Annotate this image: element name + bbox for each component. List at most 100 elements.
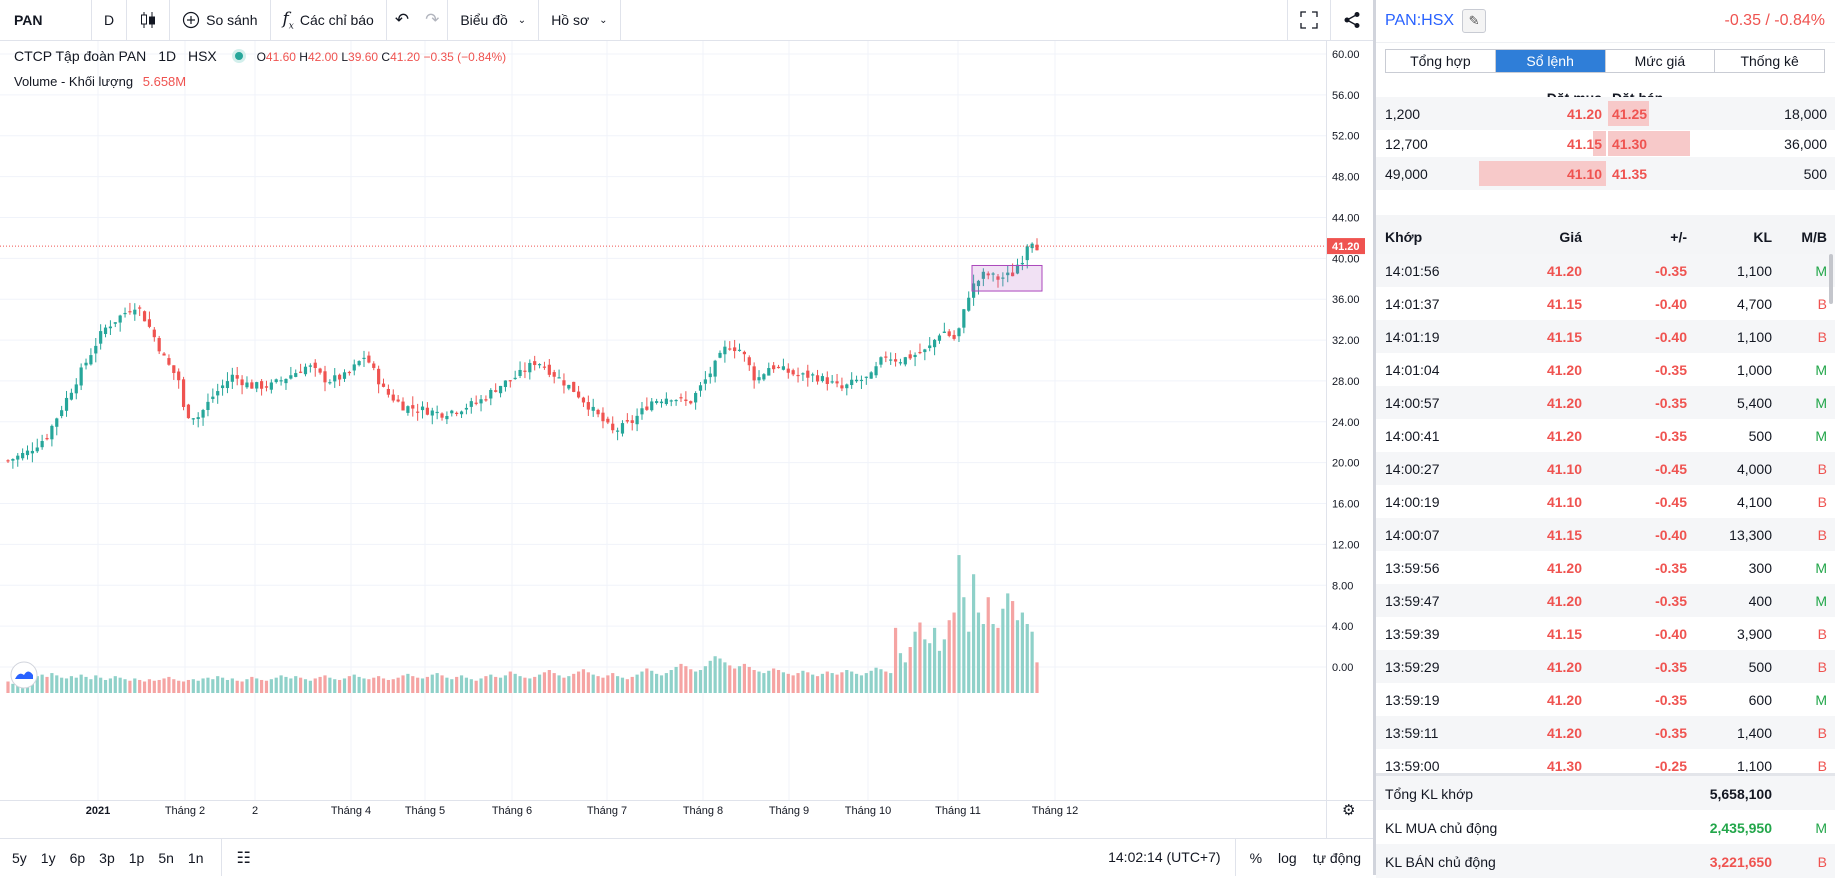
tab-tong-hop[interactable]: Tổng hợp (1386, 50, 1496, 72)
candle-body (113, 322, 117, 324)
profile-menu-button[interactable]: Hồ sơ ⌄ (539, 0, 621, 40)
candle-body (128, 311, 132, 313)
volume-bar (177, 680, 181, 693)
range-1n[interactable]: 1n (187, 849, 204, 866)
interval-button[interactable]: D (92, 0, 128, 40)
orderbook-row[interactable]: 49,000 41.10 41.35 500 (1376, 157, 1835, 190)
candle-body (225, 381, 230, 389)
candle-body (572, 381, 576, 392)
volume-bar (264, 680, 269, 693)
trades-list[interactable]: 14:01:56 41.20 -0.35 1,100 M 14:01:37 41.15 -0.… (1376, 254, 1835, 772)
trade-row[interactable]: 13:59:47 41.20 -0.35 400 M (1376, 584, 1835, 617)
range-1p[interactable]: 1p (128, 849, 145, 866)
share-button[interactable] (1331, 0, 1373, 40)
trade-price: 41.30 (1546, 758, 1582, 772)
volume-bar (103, 679, 108, 693)
trade-row[interactable]: 14:00:57 41.20 -0.35 5,400 M (1376, 386, 1835, 419)
volume-bar (1020, 612, 1024, 693)
volume-bar (703, 666, 707, 693)
range-5n[interactable]: 5n (158, 849, 174, 866)
undo-button[interactable]: ↶ (387, 0, 417, 40)
bid-price: 41.15 (1566, 136, 1602, 152)
volume-bar (240, 681, 244, 693)
volume-bar (898, 653, 903, 693)
volume-bar (377, 676, 381, 693)
candle-body (542, 366, 547, 368)
trade-row[interactable]: 13:59:00 41.30 -0.25 1,100 B (1376, 749, 1835, 772)
range-6p[interactable]: 6p (69, 849, 86, 866)
orderbook-row[interactable]: 1,200 41.20 41.25 18,000 (1376, 97, 1835, 130)
auto-scale-toggle[interactable]: tự động (1312, 849, 1361, 866)
trade-row[interactable]: 14:01:37 41.15 -0.40 4,700 B (1376, 287, 1835, 320)
volume-bar (289, 678, 293, 693)
trade-row[interactable]: 13:59:19 41.20 -0.35 600 M (1376, 683, 1835, 716)
trade-row[interactable]: 14:00:07 41.15 -0.40 13,300 B (1376, 518, 1835, 551)
volume-bar (635, 674, 639, 693)
x-tick-label: Tháng 4 (331, 805, 371, 817)
volume-bar (1035, 662, 1039, 693)
volume-bar (928, 643, 932, 693)
panel-splitter[interactable] (1373, 0, 1376, 875)
volume-bar (655, 673, 659, 693)
tab-so-lenh[interactable]: Sổ lệnh (1495, 50, 1606, 72)
chart-type-button[interactable] (127, 0, 171, 40)
edit-pencil-icon[interactable]: ✎ (1462, 9, 1487, 33)
volume-bar (976, 612, 981, 693)
candle-body (313, 362, 317, 369)
chart-canvas[interactable]: 60.00 56.00 52.00 48.00 44.00 40.00 36.00 32.00… (0, 41, 1373, 838)
candle-body (879, 357, 883, 365)
panel-symbol[interactable]: PAN:HSX (1385, 12, 1455, 29)
tab-muc-gia[interactable]: Mức giá (1606, 50, 1716, 72)
range-1y[interactable]: 1y (40, 849, 56, 866)
candle-body (835, 381, 839, 384)
volume-bar (664, 673, 668, 693)
fullscreen-button[interactable] (1287, 0, 1331, 40)
trade-row[interactable]: 14:01:19 41.15 -0.40 1,100 B (1376, 320, 1835, 353)
candle-body (235, 375, 239, 379)
candle-body (503, 380, 508, 388)
trade-row[interactable]: 13:59:39 41.15 -0.40 3,900 B (1376, 617, 1835, 650)
trade-row[interactable]: 14:00:41 41.20 -0.35 500 M (1376, 419, 1835, 452)
log-toggle[interactable]: log (1278, 849, 1297, 866)
range-3p[interactable]: 3p (99, 849, 115, 866)
candle-body (713, 360, 717, 377)
trade-row[interactable]: 14:01:56 41.20 -0.35 1,100 M (1376, 254, 1835, 287)
redo-button[interactable]: ↷ (417, 0, 449, 40)
candle-body (464, 407, 469, 410)
candle-body (772, 365, 776, 370)
trade-row[interactable]: 13:59:11 41.20 -0.35 1,400 B (1376, 716, 1835, 749)
price-chart[interactable]: 60.00 56.00 52.00 48.00 44.00 40.00 36.00 32.00… (0, 41, 1373, 838)
trade-price: 41.20 (1546, 263, 1582, 279)
volume-bar (30, 679, 34, 693)
volume-bar (401, 675, 405, 693)
trade-row[interactable]: 14:01:04 41.20 -0.35 1,000 M (1376, 353, 1835, 386)
settings-gear-icon[interactable]: ⚙ (1342, 801, 1355, 819)
symbol-search[interactable]: PAN (0, 0, 92, 40)
trade-row[interactable]: 13:59:29 41.20 -0.35 500 B (1376, 650, 1835, 683)
percent-toggle[interactable]: % (1249, 849, 1263, 866)
trades-scrollbar[interactable] (1829, 254, 1833, 304)
orderbook-row[interactable]: 12,700 41.15 41.30 36,000 (1376, 127, 1835, 160)
candle-body (240, 379, 244, 386)
summary-row: KL BÁN chủ động 3,221,650 B (1376, 844, 1835, 878)
chart-menu-button[interactable]: Biểu đồ ⌄ (448, 0, 540, 40)
trade-side: B (1817, 296, 1827, 312)
volume-bar (806, 672, 810, 693)
volume-bar (235, 680, 239, 693)
indicators-button[interactable]: fx Các chỉ báo (271, 0, 387, 40)
y-tick-label: 44.00 (1332, 212, 1360, 224)
volume-bar (430, 674, 434, 693)
low-value: 39.60 (348, 50, 379, 64)
trade-row[interactable]: 14:00:27 41.10 -0.45 4,000 B (1376, 452, 1835, 485)
compare-button[interactable]: So sánh (170, 0, 271, 40)
tab-thong-ke[interactable]: Thống kê (1740, 53, 1799, 69)
candle-body (591, 406, 595, 411)
highlight-rectangle[interactable] (971, 264, 1043, 292)
ask-depth-bar (1608, 101, 1649, 126)
trade-row[interactable]: 14:00:19 41.10 -0.45 4,100 B (1376, 485, 1835, 518)
candle-body (684, 399, 688, 402)
trade-row[interactable]: 13:59:56 41.20 -0.35 300 M (1376, 551, 1835, 584)
range-5y[interactable]: 5y (12, 849, 27, 866)
date-range-icon[interactable]: ☷ (236, 849, 251, 867)
volume-bar (211, 679, 215, 693)
